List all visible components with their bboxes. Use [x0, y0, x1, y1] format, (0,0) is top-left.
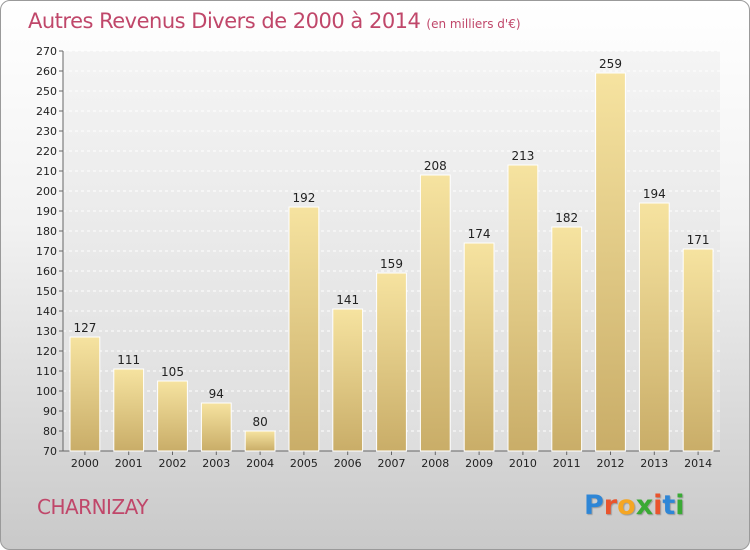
x-tick-label: 2009	[465, 457, 493, 470]
y-tick-label: 70	[43, 445, 57, 458]
logo-letter: r	[603, 490, 618, 521]
axes: 7080901001101201301401501601701801902002…	[36, 45, 720, 470]
bar	[463, 242, 495, 452]
bar	[419, 174, 451, 452]
place-name: CHARNIZAY	[37, 495, 149, 519]
bar-value-label: 213	[511, 149, 534, 163]
y-tick-label: 120	[36, 345, 57, 358]
chart-title: Autres Revenus Divers de 2000 à 2014 (en …	[28, 9, 521, 33]
logo-letter: o	[617, 490, 636, 521]
logo-letter: P	[584, 490, 604, 521]
y-tick-label: 230	[36, 125, 57, 138]
x-tick-label: 2004	[246, 457, 274, 470]
y-tick-label: 210	[36, 165, 57, 178]
y-tick-label: 80	[43, 425, 57, 438]
x-tick-label: 2007	[378, 457, 406, 470]
x-tick-label: 2006	[334, 457, 362, 470]
x-tick-label: 2002	[159, 457, 187, 470]
y-tick-label: 150	[36, 285, 57, 298]
bar-value-label: 159	[380, 257, 403, 271]
y-tick-label: 250	[36, 85, 57, 98]
bar	[69, 336, 101, 452]
y-tick-label: 140	[36, 305, 57, 318]
bar	[595, 72, 626, 452]
bar	[288, 206, 320, 452]
logo-letter: i	[675, 490, 685, 521]
y-tick-label: 170	[36, 245, 57, 258]
logo-letter: i	[653, 490, 663, 521]
logo-letter: t	[662, 490, 676, 521]
bar-value-label: 174	[468, 227, 491, 241]
bar	[200, 402, 232, 452]
y-tick-label: 180	[36, 225, 57, 238]
proxiti-logo[interactable]: Proxiti	[584, 490, 685, 521]
x-tick-label: 2000	[71, 457, 99, 470]
bar-value-label: 182	[555, 211, 578, 225]
x-tick-label: 2003	[202, 457, 230, 470]
bar	[157, 380, 188, 452]
chart-unit: (en milliers d'€)	[426, 17, 521, 31]
chart-title-text: Autres Revenus Divers de 2000 à 2014	[28, 9, 421, 33]
x-tick-label: 2010	[509, 457, 537, 470]
data-labels: 127 111 105 94 80 192 141 159 208 174 213 182 259 194…	[73, 57, 709, 429]
y-tick-label: 220	[36, 145, 57, 158]
logo-letter: x	[635, 490, 654, 521]
y-tick-label: 200	[36, 185, 57, 198]
bar-value-label: 194	[643, 187, 666, 201]
x-tick-label: 2005	[290, 457, 318, 470]
x-tick-label: 2013	[640, 457, 668, 470]
bar	[507, 164, 539, 452]
bar	[376, 272, 407, 452]
bar	[551, 226, 583, 452]
bar	[638, 202, 670, 452]
y-tick-label: 110	[36, 365, 57, 378]
x-tick-label: 2011	[553, 457, 581, 470]
bar	[682, 248, 714, 452]
y-tick-label: 100	[36, 385, 57, 398]
bars	[69, 72, 714, 452]
bar	[332, 308, 364, 452]
bar	[113, 368, 145, 452]
bar-value-label: 171	[687, 233, 710, 247]
y-tick-label: 90	[43, 405, 57, 418]
bar-value-label: 127	[73, 321, 96, 335]
bar	[244, 430, 276, 452]
y-tick-label: 240	[36, 105, 57, 118]
bar-value-label: 208	[424, 159, 447, 173]
bar-value-label: 105	[161, 365, 184, 379]
y-tick-label: 160	[36, 265, 57, 278]
x-tick-label: 2014	[684, 457, 712, 470]
x-tick-label: 2001	[115, 457, 143, 470]
bar-value-label: 259	[599, 57, 622, 71]
y-tick-label: 190	[36, 205, 57, 218]
bar-value-label: 192	[292, 191, 315, 205]
bar-value-label: 111	[117, 353, 140, 367]
y-tick-label: 260	[36, 65, 57, 78]
bar-value-label: 94	[209, 387, 224, 401]
y-tick-label: 130	[36, 325, 57, 338]
x-tick-label: 2012	[597, 457, 625, 470]
bar-value-label: 141	[336, 293, 359, 307]
x-tick-label: 2008	[421, 457, 449, 470]
bar-value-label: 80	[252, 415, 267, 429]
y-tick-label: 270	[36, 45, 57, 58]
